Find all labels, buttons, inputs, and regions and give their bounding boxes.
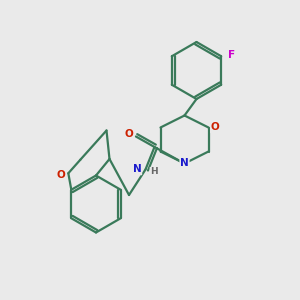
Text: O: O	[211, 122, 220, 133]
Text: N: N	[180, 158, 189, 169]
Text: O: O	[56, 170, 65, 180]
Text: O: O	[125, 128, 134, 139]
Text: F: F	[228, 50, 235, 60]
Text: H: H	[150, 167, 158, 176]
Text: N: N	[133, 164, 142, 175]
